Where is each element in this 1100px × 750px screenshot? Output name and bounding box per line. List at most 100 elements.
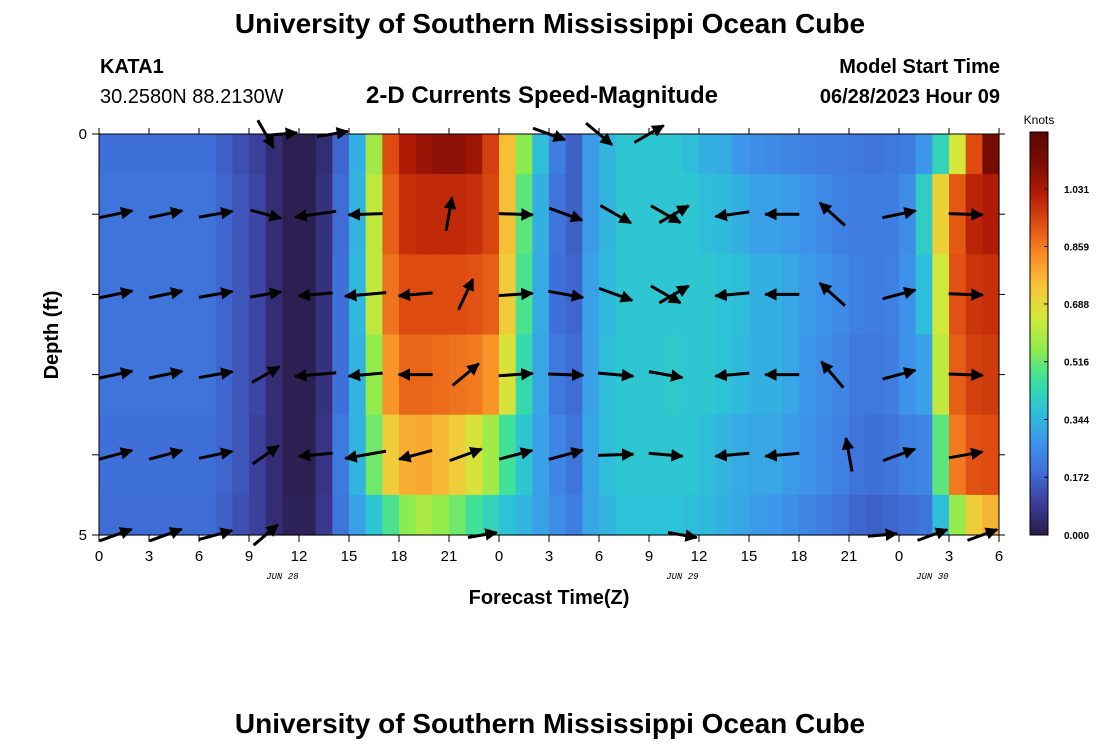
station-coords: 30.2580N 88.2130W [100, 86, 284, 108]
heatmap-cell [632, 254, 650, 336]
heatmap-cell [582, 494, 600, 536]
heatmap-cell [399, 494, 417, 536]
heatmap-cell [832, 134, 850, 175]
heatmap-cell [682, 414, 700, 496]
current-vector [599, 204, 632, 225]
current-vector [198, 206, 234, 220]
heatmap-cell [515, 494, 533, 536]
heatmap-cell [982, 494, 1000, 536]
heatmap-cell [432, 254, 450, 336]
heatmap-cell [532, 334, 550, 416]
current-vector [658, 204, 690, 224]
heatmap-cell [399, 134, 417, 175]
heatmap-cell [232, 134, 250, 175]
heatmap-cell [849, 334, 867, 416]
heatmap-cell [982, 334, 1000, 416]
current-vector [457, 277, 475, 311]
x-tick-label: 3 [545, 548, 553, 565]
heatmap-cell [932, 494, 950, 536]
heatmap-cell [599, 174, 617, 255]
heatmap-cell [332, 414, 350, 496]
current-vector [764, 449, 800, 462]
heatmap-cell [149, 494, 167, 536]
x-tick-label: 21 [441, 548, 458, 565]
heatmap-cell [499, 134, 517, 175]
heatmap-cell [865, 494, 883, 536]
heatmap-cell [482, 174, 500, 255]
heatmap-cell [749, 334, 767, 416]
current-vector [343, 288, 387, 302]
heatmap-cell [799, 254, 817, 336]
heatmap-cell [865, 414, 883, 496]
heatmap-cell [549, 254, 567, 336]
heatmap-cell [815, 134, 833, 175]
heatmap-cell [699, 494, 717, 536]
current-vector [148, 206, 184, 220]
heatmap-cell [732, 134, 750, 175]
heatmap-cell [815, 334, 833, 416]
current-vector [449, 446, 483, 463]
heatmap-cell [532, 414, 550, 496]
heatmap-cell [499, 494, 517, 536]
x-tick-label: 3 [145, 548, 153, 565]
heatmap-cell [182, 494, 200, 536]
current-vector [648, 449, 684, 462]
current-vector [98, 367, 134, 380]
current-vector [198, 447, 234, 460]
heatmap-cell [882, 334, 900, 416]
heatmap-cell [465, 174, 483, 255]
heatmap-cell [482, 494, 500, 536]
heatmap-cell [132, 334, 150, 416]
heatmap-cell [199, 134, 217, 175]
current-vector [347, 208, 383, 221]
heatmap-cell [632, 134, 650, 175]
heatmap-cell [832, 174, 850, 255]
station-id: KATA1 [100, 56, 164, 78]
heatmap-cell [815, 414, 833, 496]
heatmap-cell [649, 174, 667, 255]
heatmap-cell [799, 414, 817, 496]
heatmap-cell [182, 254, 200, 336]
heatmap-cell [765, 494, 783, 536]
x-axis-label: Forecast Time(Z) [469, 587, 630, 609]
heatmap-cell [599, 254, 617, 336]
heatmap-cell [332, 494, 350, 536]
heatmap-cell [982, 134, 1000, 175]
current-vector [882, 206, 917, 220]
heatmap-cell [915, 174, 933, 255]
heatmap-cell [449, 134, 467, 175]
heatmap-cell [249, 414, 267, 496]
heatmap-cell [699, 254, 717, 336]
heatmap-cell [932, 334, 950, 416]
current-vector [498, 367, 534, 381]
heatmap-cell [149, 414, 167, 496]
heatmap-cell [449, 414, 467, 496]
heatmap-cell [849, 174, 867, 255]
heatmap-cell [332, 174, 350, 255]
heatmap-cell [249, 174, 267, 255]
heatmap-cell [582, 174, 600, 255]
heatmap-cell [232, 494, 250, 536]
heatmap-cell [399, 174, 417, 255]
colorbar-tick-label: 0.344 [1064, 415, 1089, 426]
heatmap-cell [449, 494, 467, 536]
heatmap-cell [632, 494, 650, 536]
heatmap-cell [315, 174, 333, 255]
heatmap-cell [682, 254, 700, 336]
heatmap-cell [182, 334, 200, 416]
heatmap-cell [732, 174, 750, 255]
heatmap-cell [682, 174, 700, 255]
heatmap-cell [365, 414, 383, 496]
heatmap-cell [865, 134, 883, 175]
heatmap-cell [649, 494, 667, 536]
heatmap-cell [982, 174, 1000, 255]
heatmap-cell [499, 414, 517, 496]
current-vector [548, 447, 584, 461]
heatmap-cell [549, 174, 567, 255]
heatmap-cell [282, 414, 300, 496]
colorbar: Knots 0.000 0.172 0.344 0.516 0.688 0.859 1.031 [1024, 113, 1090, 542]
x-tick-label: 6 [195, 548, 203, 565]
heatmap-cell [415, 134, 433, 175]
heatmap-cell [365, 494, 383, 536]
y-tick-label: 5 [79, 527, 87, 544]
